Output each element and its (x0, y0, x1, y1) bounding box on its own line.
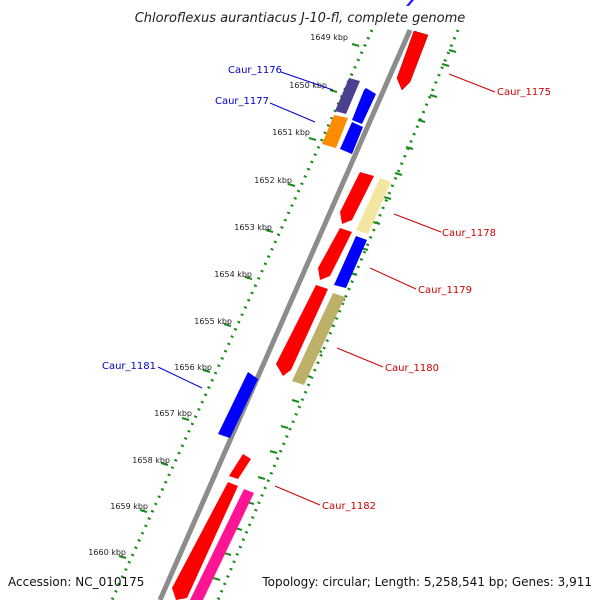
tick-label-1650: 1650 kbp (289, 81, 327, 90)
label-caur-1180: Caur_1180 (385, 363, 439, 374)
map-title: Chloroflexus aurantiacus J-10-fl, comple… (135, 11, 466, 26)
gene-blue-1651[interactable] (340, 122, 363, 154)
genome-backbone (157, 28, 413, 600)
tick-label-1652: 1652 kbp (254, 176, 292, 185)
gene-red-1654[interactable] (276, 285, 328, 376)
gene-caur-1178[interactable] (356, 178, 391, 234)
tick-label-1649: 1649 kbp (310, 33, 348, 42)
topology-text: Topology: circular; Length: 5,258,541 bp… (261, 575, 592, 589)
tick-label-1657: 1657 kbp (154, 409, 192, 418)
gene-caur-1181[interactable] (218, 372, 258, 438)
tick-label-1659: 1659 kbp (110, 502, 148, 511)
gene-caur-1175[interactable] (396, 30, 429, 91)
gene-caur-1176[interactable] (335, 78, 360, 114)
tick-labels: 1649 kbp 1650 kbp 1651 kbp 1652 kbp 1653… (88, 33, 348, 557)
tick-label-1654: 1654 kbp (214, 270, 252, 279)
gene-caur-1180[interactable] (292, 293, 345, 385)
gene-labels: Caur_1175 Caur_1176 Caur_1177 Caur_1178 … (102, 65, 551, 512)
gene-red-1653[interactable] (318, 228, 352, 280)
gene-blue-1650[interactable] (352, 88, 376, 124)
top-edge-gene[interactable] (406, 0, 414, 6)
tick-label-1653: 1653 kbp (234, 223, 272, 232)
gene-caur-1182[interactable] (229, 454, 251, 479)
left-dotted-track (110, 29, 374, 600)
gene-red-1652[interactable] (340, 172, 374, 224)
tick-label-1660: 1660 kbp (88, 548, 126, 557)
label-caur-1178: Caur_1178 (442, 228, 496, 239)
label-caur-1175: Caur_1175 (497, 87, 551, 98)
gene-pink-1659[interactable] (190, 489, 254, 600)
label-caur-1177: Caur_1177 (215, 96, 269, 107)
gene-caur-1177[interactable] (322, 115, 348, 148)
gene-caur-1179[interactable] (334, 236, 367, 288)
tick-label-1656: 1656 kbp (174, 363, 212, 372)
tick-marks (118, 43, 360, 559)
label-caur-1176: Caur_1176 (228, 65, 282, 76)
accession-text: Accession: NC_010175 (8, 575, 144, 589)
right-dotted-track (216, 29, 460, 600)
tick-label-1655: 1655 kbp (194, 317, 232, 326)
tick-label-1658: 1658 kbp (132, 456, 170, 465)
label-caur-1181: Caur_1181 (102, 361, 156, 372)
gene-red-1659[interactable] (172, 482, 238, 600)
tick-label-1651: 1651 kbp (272, 128, 310, 137)
label-caur-1182: Caur_1182 (322, 501, 376, 512)
leader-lines (157, 71, 496, 506)
label-caur-1179: Caur_1179 (418, 285, 472, 296)
